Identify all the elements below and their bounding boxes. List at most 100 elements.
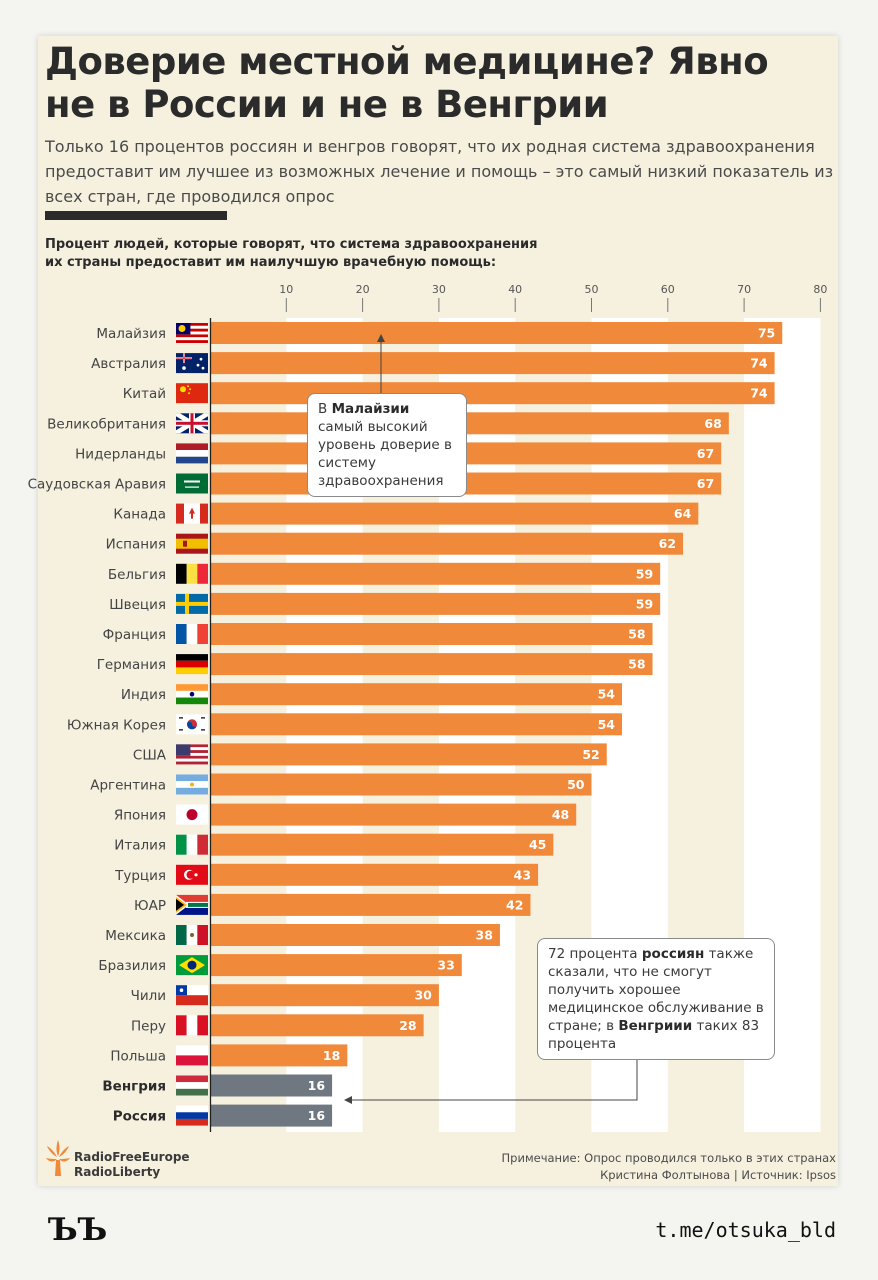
rfe-logo-text: RadioFreeEurope RadioLiberty <box>74 1150 190 1180</box>
category-label: Австралия <box>91 356 166 372</box>
bar <box>210 954 462 977</box>
bar <box>210 532 684 555</box>
x-tick-label: 50 <box>585 283 599 296</box>
watermark-left: ЪЪ <box>48 1212 108 1248</box>
bar-value-label: 43 <box>514 867 531 882</box>
turkey-flag-icon <box>176 864 208 885</box>
mexico-flag-icon <box>176 925 208 945</box>
category-label: Аргентина <box>90 778 166 794</box>
category-label: Венгрия <box>102 1079 166 1095</box>
category-label: Великобритания <box>47 416 166 432</box>
category-label: Турция <box>114 868 166 884</box>
category-label: Перу <box>131 1018 166 1034</box>
germany-flag-icon <box>176 654 208 675</box>
bar-value-label: 58 <box>628 627 645 642</box>
x-tick-label: 40 <box>508 283 522 296</box>
category-label: Польша <box>110 1048 166 1064</box>
bar-value-label: 58 <box>628 657 645 672</box>
south-korea-flag-icon <box>176 714 208 735</box>
chart-question-label: Процент людей, которые говорят, что сист… <box>45 237 538 270</box>
category-label: Франция <box>103 627 166 643</box>
russia-callout-arrowhead <box>344 1096 352 1104</box>
category-label: Китай <box>123 386 166 402</box>
bar-value-label: 48 <box>552 807 569 822</box>
russia-flag-icon <box>176 1105 208 1126</box>
hungary-flag-icon <box>176 1075 208 1096</box>
category-label: Южная Корея <box>67 717 166 733</box>
footer-note: Примечание: Опрос проводился только в эт… <box>502 1150 836 1184</box>
russia-callout-pointer <box>350 1052 638 1101</box>
category-label: Бразилия <box>98 958 166 974</box>
malaysia-callout-arrowhead <box>377 334 385 342</box>
x-tick-label: 70 <box>737 283 751 296</box>
chile-flag-icon <box>176 985 208 1006</box>
x-tick-label: 60 <box>661 283 675 296</box>
india-flag-icon <box>176 684 208 705</box>
page-title: Доверие местной медицине? Явно не в Росс… <box>45 40 769 126</box>
category-label: Испания <box>106 537 166 553</box>
china-flag-icon <box>176 383 208 404</box>
usa-flag-icon <box>176 744 208 765</box>
peru-flag-icon <box>176 1015 208 1036</box>
bar <box>210 833 554 856</box>
page-subtitle: Только 16 процентов россиян и венгров го… <box>45 137 834 206</box>
bar <box>210 984 439 1007</box>
belgium-flag-icon <box>176 563 208 584</box>
category-label: Малайзия <box>96 326 166 342</box>
bar-value-label: 62 <box>659 536 676 551</box>
malaysia-callout: В Малайзии самый высокий уровень доверие… <box>307 393 467 497</box>
bar-value-label: 42 <box>506 897 523 912</box>
category-label: Саудовская Аравия <box>28 477 166 493</box>
saudi-arabia-flag-icon <box>176 473 208 494</box>
australia-flag-icon <box>176 353 208 374</box>
south-africa-flag-icon <box>176 894 208 915</box>
bar-value-label: 54 <box>598 687 616 702</box>
bar-value-label: 38 <box>476 928 493 943</box>
japan-flag-icon <box>176 804 208 825</box>
argentina-flag-icon <box>176 774 208 795</box>
bar-value-label: 68 <box>704 416 721 431</box>
bar <box>210 502 699 525</box>
poland-flag-icon <box>176 1045 208 1066</box>
bar-value-label: 28 <box>399 1018 416 1033</box>
bar <box>210 924 500 946</box>
watermark-right: t.me/otsuka_bld <box>655 1218 836 1242</box>
canada-flag-icon <box>176 503 208 524</box>
bar-value-label: 52 <box>582 747 599 762</box>
bar <box>210 562 661 585</box>
x-tick-label: 80 <box>813 283 827 296</box>
bar <box>210 653 653 676</box>
category-label: Нидерланды <box>75 446 166 462</box>
bar <box>210 1014 424 1037</box>
x-tick-label: 10 <box>279 283 293 296</box>
category-label: Германия <box>97 657 166 673</box>
uk-flag-icon <box>176 413 208 434</box>
bar-value-label: 16 <box>308 1108 326 1123</box>
spain-flag-icon <box>176 533 208 554</box>
bar <box>210 322 783 344</box>
bar-value-label: 45 <box>529 837 546 852</box>
bar <box>210 382 775 405</box>
bar-value-label: 74 <box>750 386 768 401</box>
category-label: Канада <box>113 507 166 523</box>
bar <box>210 683 623 706</box>
bar <box>210 743 607 766</box>
bar <box>210 863 539 886</box>
bar-value-label: 74 <box>750 356 768 371</box>
bar <box>210 1044 348 1067</box>
category-label: Япония <box>114 808 166 824</box>
category-label: США <box>133 747 167 763</box>
bar <box>210 352 775 375</box>
category-label: Чили <box>131 988 166 1004</box>
bar-value-label: 30 <box>414 988 432 1003</box>
bar-value-label: 18 <box>323 1048 340 1063</box>
survey-note: Примечание: Опрос проводился только в эт… <box>501 1151 836 1165</box>
category-label: Бельгия <box>108 567 166 583</box>
brazil-flag-icon <box>176 955 208 976</box>
bar <box>210 803 577 826</box>
title-divider <box>45 211 227 220</box>
bar-value-label: 75 <box>758 326 775 341</box>
source-credit: Кристина Фолтынова | Источник: Ipsos <box>600 1168 836 1182</box>
bar <box>210 1104 333 1127</box>
category-label: Мексика <box>105 928 166 944</box>
